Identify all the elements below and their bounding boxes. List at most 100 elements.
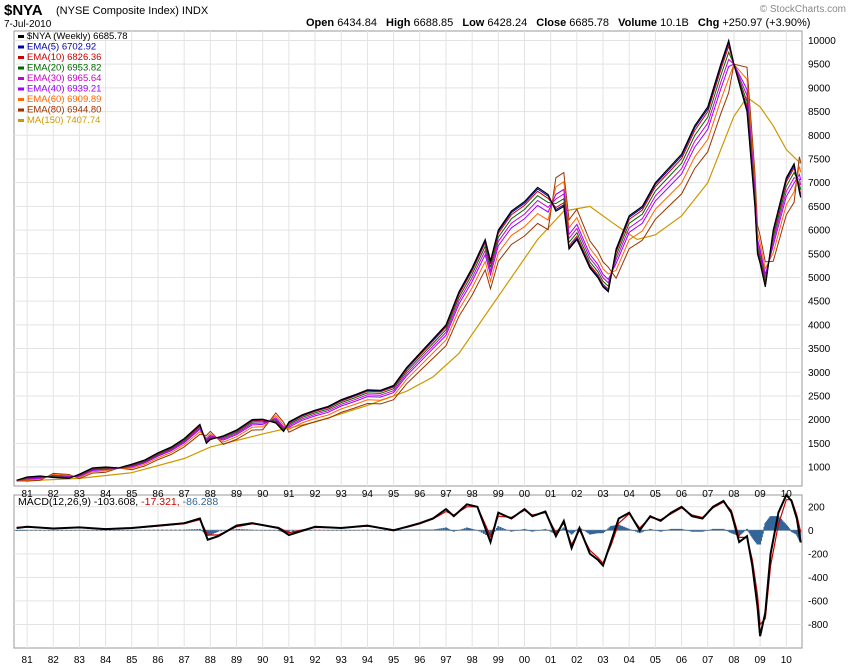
- macd-hist-bar: [353, 530, 356, 531]
- macd-hist-bar: [663, 530, 666, 531]
- macd-hist-bar: [201, 530, 204, 532]
- macd-hist-bar: [457, 530, 460, 531]
- macd-line: [16, 493, 802, 637]
- macd-hist-bar: [469, 528, 472, 531]
- macd-hist-bar: [95, 530, 98, 531]
- macd-hist-bar: [170, 529, 173, 531]
- macd-hist-bar: [729, 530, 732, 533]
- macd-hist-bar: [506, 529, 509, 531]
- price-x-tick-label: 89: [231, 489, 243, 500]
- macd-hist-bar: [223, 530, 226, 531]
- macd-hist-bar: [740, 530, 743, 534]
- macd-hist-bar: [206, 530, 209, 536]
- macd-hist-bar: [611, 525, 614, 531]
- macd-hist-bar: [366, 529, 369, 531]
- macd-hist-bar: [24, 530, 27, 531]
- macd-hist-bar: [152, 529, 155, 531]
- macd-x-tick-label: 91: [283, 655, 295, 666]
- macd-x-tick-label: 03: [597, 655, 609, 666]
- macd-hist-bar: [715, 528, 718, 531]
- macd-hist-bar: [561, 528, 564, 531]
- macd-hist-bar: [496, 527, 499, 531]
- macd-x-tick-label: 95: [388, 655, 400, 666]
- macd-hist-bar: [531, 530, 534, 532]
- macd-hist-bar: [74, 530, 77, 531]
- price-x-tick-label: 00: [519, 489, 531, 500]
- legend-swatch-ema5: [18, 45, 24, 49]
- macd-x-tick-label: 84: [100, 655, 112, 666]
- ema80-line: [16, 63, 802, 482]
- macd-hist-bar: [664, 530, 667, 531]
- macd-hist-bar: [668, 529, 671, 531]
- macd-hist-bar: [628, 528, 631, 531]
- macd-hist-bar: [678, 528, 681, 531]
- macd-hist-bar: [574, 530, 577, 532]
- macd-hist-bar: [583, 530, 586, 532]
- legend-swatch-ema60: [18, 98, 24, 101]
- macd-hist-bar: [104, 530, 107, 531]
- macd-hist-bar: [161, 529, 164, 531]
- macd-hist-bar: [165, 529, 168, 531]
- macd-hist-bar: [117, 530, 120, 531]
- macd-hist-bar: [612, 525, 615, 531]
- macd-hist-bar: [78, 529, 81, 531]
- macd-hist-bar: [647, 529, 650, 531]
- macd-hist-bar: [472, 529, 475, 531]
- price-x-tick-label: 09: [755, 489, 767, 500]
- macd-hist-bar: [174, 529, 177, 531]
- macd-hist-bar: [403, 529, 406, 531]
- price-x-tick-label: 87: [179, 489, 191, 500]
- macd-hist-bar: [255, 529, 258, 531]
- open-label: Open: [306, 17, 335, 29]
- macd-hist-bar: [465, 527, 468, 531]
- macd-hist-bar: [537, 530, 540, 531]
- copyright-text[interactable]: © StockCharts.com: [759, 4, 846, 15]
- macd-hist-bar: [761, 530, 764, 534]
- macd-hist-bar: [331, 530, 334, 531]
- macd-hist-bar: [530, 530, 533, 532]
- macd-hist-bar: [723, 529, 726, 531]
- macd-hist-bar: [407, 529, 410, 531]
- volume-label: Volume: [618, 17, 658, 29]
- macd-title-main: MACD(12,26,9) -103.608,: [18, 496, 141, 508]
- macd-hist-bar: [501, 527, 504, 531]
- macd-hist-bar: [642, 530, 645, 532]
- macd-hist-bar: [575, 529, 578, 531]
- macd-hist-bar: [309, 530, 312, 531]
- macd-hist-bar: [34, 530, 37, 531]
- legend-label-ema20: EMA(20) 6953.82: [27, 63, 101, 74]
- macd-hist-bar: [497, 526, 500, 531]
- macd-hist-bar: [47, 530, 50, 531]
- macd-hist-bar: [405, 529, 408, 531]
- macd-hist-bar: [631, 530, 634, 531]
- price-x-tick-label: 88: [205, 489, 217, 500]
- macd-hist-bar: [636, 530, 639, 533]
- macd-hist-bar: [551, 530, 554, 533]
- macd-x-tick-label: 96: [414, 655, 426, 666]
- price-y-tick-label: 3000: [808, 368, 831, 379]
- macd-x-tick-label: 83: [74, 655, 86, 666]
- macd-hist-bar: [692, 530, 695, 532]
- macd-hist-bar: [780, 519, 783, 531]
- macd-hist-bar: [549, 530, 552, 532]
- macd-hist-bar: [459, 529, 462, 531]
- macd-hist-bar: [414, 529, 417, 531]
- macd-hist-bar: [396, 530, 399, 531]
- macd-x-tick-label: 81: [22, 655, 34, 666]
- macd-hist-bar: [463, 528, 466, 531]
- macd-hist-bar: [580, 528, 583, 531]
- macd-hist-bar: [248, 529, 251, 531]
- macd-hist-bar: [770, 516, 773, 531]
- price-x-tick-label: 85: [126, 489, 138, 500]
- macd-hist-bar: [427, 529, 430, 531]
- macd-hist-bar: [108, 530, 111, 531]
- macd-hist-bar: [544, 528, 547, 531]
- macd-hist-bar: [581, 529, 584, 531]
- macd-hist-bar: [100, 530, 103, 531]
- macd-x-tick-label: 99: [493, 655, 505, 666]
- macd-hist-bar: [410, 529, 413, 531]
- macd-hist-bar: [52, 530, 55, 531]
- macd-hist-bar: [591, 530, 594, 535]
- price-x-tick-label: 04: [624, 489, 636, 500]
